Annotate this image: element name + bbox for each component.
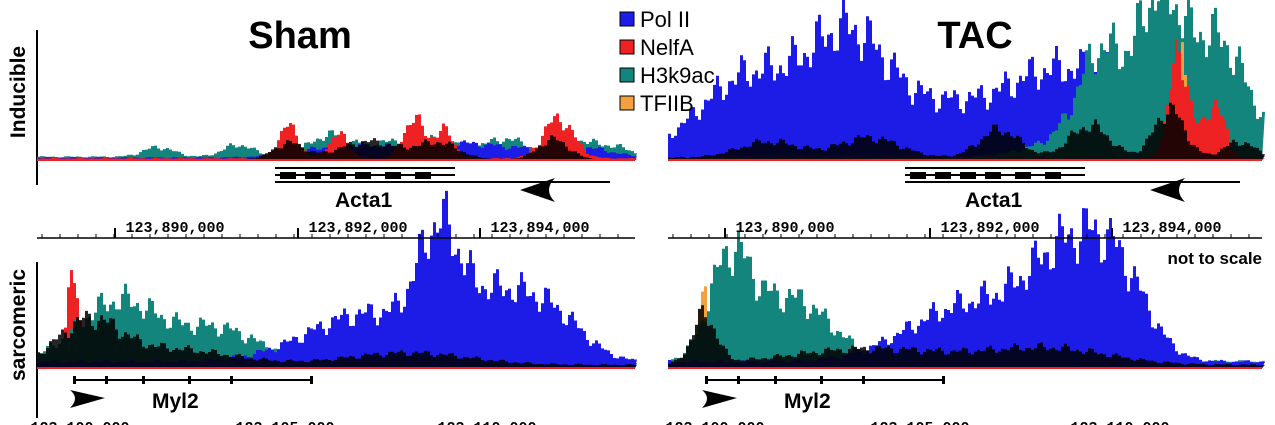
gene-models: Acta1 Acta1 Myl2 Myl2 — [70, 167, 1240, 413]
legend-label: NelfA — [640, 35, 694, 60]
exon — [737, 376, 740, 384]
exon — [330, 172, 346, 179]
exon — [355, 172, 371, 179]
legend-swatch — [619, 95, 635, 111]
rulers: 123,890,000 123,892,000 123,894,000 123,890… — [30, 220, 1262, 425]
exon — [188, 376, 191, 384]
exon — [774, 376, 777, 384]
coordinate-label: 123,105,000 — [235, 420, 334, 425]
exon — [935, 172, 951, 179]
signal-track — [668, 208, 1265, 368]
gene-label: Acta1 — [965, 189, 1023, 212]
exon — [385, 172, 401, 179]
signal-track — [668, 231, 1265, 368]
coordinate-label: 123,110,000 — [1070, 420, 1169, 425]
legend: Pol II NelfA H3k9ac TFIIB — [619, 7, 715, 116]
exon — [705, 376, 708, 384]
signal-track — [37, 310, 637, 368]
strand-arrow — [702, 390, 737, 408]
gene-label: Acta1 — [335, 189, 393, 212]
exon — [862, 376, 865, 384]
coordinate-label: 123,890,000 — [125, 220, 224, 237]
legend-label: TFIIB — [640, 91, 694, 116]
coordinate-label: 123,100,000 — [30, 420, 129, 425]
exon — [415, 172, 431, 179]
signal-track — [668, 0, 1265, 160]
legend-label: Pol II — [640, 7, 690, 32]
coordinate-label: 123,892,000 — [308, 220, 407, 237]
exon — [105, 376, 108, 384]
signal-track — [37, 135, 637, 160]
legend-swatch — [619, 39, 635, 55]
coordinate-label: 123,894,000 — [1122, 220, 1221, 237]
row-label: sarcomeric — [7, 269, 30, 381]
exon — [960, 172, 976, 179]
signal-track — [668, 102, 1265, 160]
exon — [985, 172, 1001, 179]
exon — [280, 172, 296, 179]
row-label: Inducible — [7, 46, 30, 138]
coordinate-label: 123,100,000 — [665, 420, 764, 425]
condition-title: Sham — [248, 15, 351, 57]
exon — [310, 376, 313, 384]
legend-swatch — [619, 11, 635, 27]
exon — [305, 172, 321, 179]
tracks — [37, 0, 1265, 369]
signal-track — [668, 305, 1265, 368]
strand-arrow — [70, 390, 105, 408]
exon — [1015, 172, 1031, 179]
signal-track — [668, 39, 1265, 160]
signal-track — [37, 113, 637, 160]
coordinate-label: 123,894,000 — [490, 220, 589, 237]
coordinate-label: 123,892,000 — [940, 220, 1039, 237]
strand-arrow — [520, 178, 555, 202]
legend-label: H3k9ac — [640, 63, 715, 88]
coordinate-label: 123,890,000 — [735, 220, 834, 237]
exon — [73, 376, 76, 384]
exon — [142, 376, 145, 384]
exon — [820, 376, 823, 384]
signal-track — [37, 190, 637, 368]
gene-label: Myl2 — [152, 390, 199, 413]
coordinate-label: 123,105,000 — [870, 420, 969, 425]
note: not to scale — [1168, 249, 1262, 268]
strand-arrow — [1150, 178, 1185, 202]
condition-title: TAC — [937, 15, 1012, 57]
exon — [910, 172, 926, 179]
exon — [1045, 172, 1061, 179]
coordinate-label: 123,110,000 — [437, 420, 536, 425]
exon — [942, 376, 945, 384]
legend-swatch — [619, 67, 635, 83]
exon — [230, 376, 233, 384]
gene-label: Myl2 — [784, 390, 831, 413]
